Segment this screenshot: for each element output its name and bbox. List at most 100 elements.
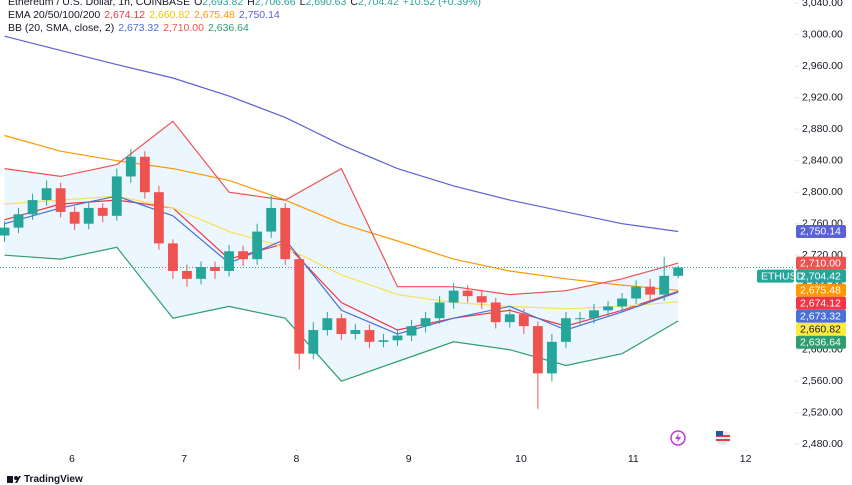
- plot-area: [0, 35, 795, 409]
- band-fill: [4, 121, 679, 382]
- price-tag: [796, 296, 846, 310]
- y-tick-label: 2,880.00: [802, 123, 843, 135]
- x-tick-label: 11: [628, 453, 639, 465]
- candle-body: [645, 286, 656, 295]
- logo-icon: [7, 476, 21, 483]
- candle-body: [364, 330, 375, 342]
- y-tick-label: 2,560.00: [802, 375, 843, 387]
- y-tick-label: 2,920.00: [802, 91, 843, 103]
- price-tag-label: 2,750.14: [800, 226, 841, 238]
- y-tick-label: 2,480.00: [802, 438, 843, 450]
- candle-body: [97, 207, 108, 216]
- candle-body: [561, 318, 571, 342]
- x-tick-label: 9: [406, 453, 412, 465]
- candle-body: [575, 318, 585, 320]
- ohlc-value: 2,706.66: [254, 0, 296, 8]
- candle-body: [27, 200, 38, 215]
- candle-body: [378, 340, 389, 342]
- candle-body: [41, 188, 52, 201]
- candle-body: [55, 188, 66, 212]
- price-tag-label: 2,675.48: [800, 285, 841, 297]
- indicator-line: [4, 134, 679, 291]
- price-tag-label: 2,674.12: [800, 298, 841, 310]
- candle-body: [252, 231, 263, 260]
- candle-body: [111, 176, 122, 216]
- x-tick-label: 12: [740, 453, 752, 465]
- indicator-value: 2,710.00: [163, 22, 204, 34]
- price-tag: [796, 309, 846, 323]
- symbol-tag-label: ETHUSD: [761, 270, 805, 282]
- candle-body: [13, 214, 24, 228]
- candle-body: [153, 192, 164, 244]
- candle-body: [0, 227, 10, 236]
- y-tick-label: 2,520.00: [802, 407, 843, 419]
- candle-body: [196, 267, 206, 279]
- x-tick-label: 10: [515, 453, 527, 465]
- candle-body: [476, 296, 487, 303]
- indicator-value: 2,673.32: [118, 22, 160, 34]
- candle-body: [406, 326, 417, 336]
- candle-body: [603, 306, 613, 311]
- legend-ema: EMA 20/50/100/200 2,674.12 2,660.82 2,675.4…: [8, 9, 284, 22]
- indicator-name: EMA 20/50/100/200: [8, 9, 101, 21]
- ohlc-key: C: [350, 0, 358, 8]
- y-tick-label: 2,800.00: [802, 186, 843, 198]
- y-tick-label: 2,960.00: [802, 60, 843, 72]
- candle-body: [238, 251, 249, 260]
- ohlc-value: 2,704.42: [357, 0, 399, 8]
- ohlc-value: 2,690.63: [305, 0, 347, 8]
- candle-body: [139, 156, 150, 193]
- ohlc-key: H: [247, 0, 255, 8]
- indicator-line: [4, 246, 679, 382]
- indicator-name: BB (20, SMA, close, 2): [8, 22, 115, 34]
- candle-body: [168, 243, 178, 271]
- symbol: Ethereum / U.S. Dollar, 1h, COINBASE: [8, 0, 191, 8]
- symbol-tag: [757, 269, 794, 283]
- brand: TradingView: [24, 474, 83, 485]
- candle-body: [532, 326, 543, 374]
- ohlc-value: 2,693.82: [202, 0, 244, 8]
- candle-body: [490, 302, 501, 323]
- candle-body: [518, 314, 529, 327]
- candle-body: [294, 259, 305, 354]
- candle-body: [546, 341, 557, 374]
- candle-body: [392, 335, 403, 341]
- indicator-value: 2,675.48: [194, 9, 235, 21]
- indicator-line: [4, 120, 679, 296]
- candle-body: [504, 314, 515, 323]
- candle-body: [350, 330, 361, 334]
- price-tag-label: 2,673.32: [800, 311, 841, 323]
- price-tag: [796, 256, 846, 270]
- price-tag: [796, 224, 846, 238]
- y-tick-label: 3,040.00: [802, 0, 843, 9]
- indicator-value: 2,674.12: [104, 9, 146, 21]
- ohlc-key: L: [299, 0, 306, 8]
- candle-body: [224, 251, 234, 271]
- indicator-value: 2,636.64: [207, 22, 249, 34]
- candle-body: [420, 318, 431, 327]
- candle-body: [631, 286, 642, 299]
- price-tag: [796, 269, 846, 283]
- indicator-value: 2,750.14: [238, 9, 280, 21]
- candle-body: [434, 302, 445, 319]
- y-tick-label: 3,000.00: [802, 28, 843, 40]
- indicator-value: 2,660.82: [149, 9, 190, 21]
- y-tick-label: 2,840.00: [802, 154, 843, 166]
- candle-body: [280, 207, 291, 260]
- price-axis: 2,480.002,520.002,560.002,600.002,640.00…: [69, 0, 846, 465]
- candle-body: [83, 207, 94, 224]
- candle-body: [125, 156, 136, 177]
- candle-body: [448, 290, 459, 303]
- candle-body: [308, 330, 319, 354]
- candle-body: [617, 298, 627, 307]
- candle-body: [462, 290, 473, 297]
- x-tick-label: 8: [294, 453, 300, 465]
- candle-body: [69, 211, 80, 224]
- candle-body: [266, 207, 277, 232]
- legend-main: Ethereum / U.S. Dollar, 1h, COINBASE O2,6…: [8, 0, 485, 9]
- price-tag: [796, 283, 846, 297]
- ohlc-key: O: [194, 0, 203, 8]
- legend-bb: BB (20, SMA, close, 2) 2,673.32 2,710.00 2,…: [8, 22, 253, 35]
